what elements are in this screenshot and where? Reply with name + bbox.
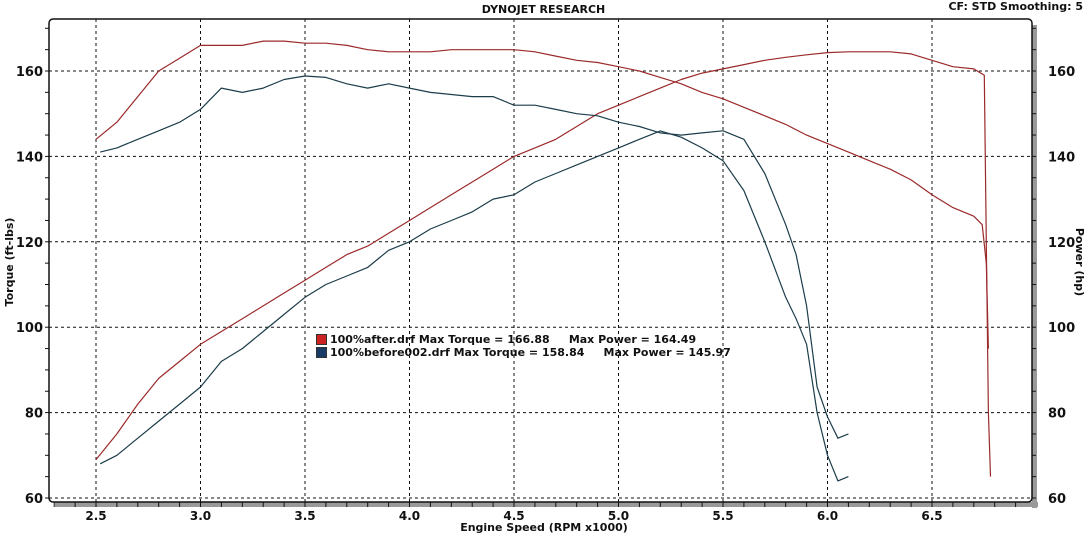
plot-frame	[48, 18, 1038, 508]
legend-item-after: 100%after.drf Max Torque = 166.88 Max Po…	[316, 333, 731, 346]
x-tick-label: 5.0	[608, 509, 629, 523]
x-tick-label: 3.5	[294, 509, 315, 523]
axis-ticks: 60 80 100 120 140 160 60 80 100 120 140 160 2.5 3.0 3.…	[16, 27, 1075, 523]
x-tick-label: 3.0	[190, 509, 211, 523]
legend-swatch-red	[316, 334, 327, 345]
y-left-tick-label: 140	[16, 150, 43, 165]
legend-swatch-blue	[316, 347, 327, 358]
legend-item-before: 100%before002.drf Max Torque = 158.84 Ma…	[316, 346, 731, 359]
chart-title: DYNOJET RESEARCH	[481, 3, 606, 16]
grid-lines	[49, 19, 1032, 502]
legend: 100%after.drf Max Torque = 166.88 Max Po…	[316, 333, 731, 359]
y-right-tick-label: 160	[1048, 65, 1075, 80]
x-tick-label: 5.5	[712, 509, 733, 523]
y-right-tick-label: 120	[1048, 236, 1075, 251]
x-tick-label: 4.5	[503, 509, 524, 523]
curve-line	[95, 51, 992, 477]
x-axis-title: Engine Speed (RPM x1000)	[460, 521, 628, 534]
y-left-tick-label: 60	[25, 492, 43, 507]
x-tick-label: 4.0	[399, 509, 420, 523]
curve-line	[99, 130, 849, 482]
y-left-tick-label: 160	[16, 65, 43, 80]
legend-text-before: 100%before002.drf Max Torque = 158.84 Ma…	[330, 346, 731, 359]
y-left-tick-label: 80	[25, 407, 43, 422]
x-tick-label: 2.5	[85, 509, 106, 523]
curves	[95, 40, 992, 482]
y-left-axis-title: Torque (ft-lbs)	[3, 218, 16, 307]
x-tick-label: 6.0	[817, 509, 838, 523]
curve-line	[100, 75, 849, 439]
y-left-tick-label: 120	[16, 236, 43, 251]
y-right-tick-label: 80	[1048, 407, 1066, 422]
y-right-tick-label: 100	[1048, 321, 1075, 336]
legend-text-after: 100%after.drf Max Torque = 166.88 Max Po…	[330, 333, 697, 346]
y-right-tick-label: 140	[1048, 150, 1075, 165]
x-tick-label: 6.5	[921, 509, 942, 523]
correction-factor-smoothing: CF: STD Smoothing: 5	[948, 0, 1083, 13]
y-left-tick-label: 100	[16, 321, 43, 336]
y-right-tick-label: 60	[1048, 492, 1066, 507]
curve-line	[95, 40, 989, 349]
y-right-axis-title: Power (hp)	[1073, 228, 1086, 296]
